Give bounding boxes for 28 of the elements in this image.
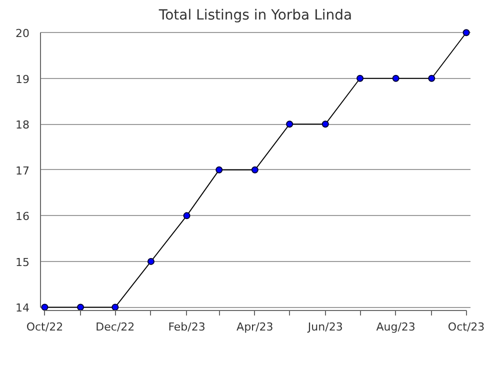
- x-tick-label: Aug/23: [376, 320, 416, 334]
- y-tick-label: 20: [16, 27, 30, 40]
- point: [322, 120, 329, 128]
- y-tick-label: 15: [16, 256, 30, 269]
- y-tick-label: 16: [16, 210, 30, 224]
- x-tick-label: Dec/22: [96, 320, 135, 334]
- point: [112, 304, 119, 310]
- point: [392, 74, 400, 82]
- x-tick-label: Feb/23: [168, 320, 206, 334]
- chart-title: Total Listings in Yorba Linda: [158, 8, 352, 24]
- point: [462, 29, 470, 36]
- x-tick-label: Oct/23: [448, 320, 485, 334]
- point: [251, 166, 258, 174]
- y-tick-label: 19: [16, 72, 30, 86]
- point: [147, 258, 154, 265]
- point: [216, 166, 223, 174]
- x-tick-label: Oct/22: [26, 320, 64, 334]
- point: [41, 304, 48, 310]
- y-tick-label: 14: [16, 302, 30, 315]
- y-tick-label: 17: [16, 164, 30, 178]
- point: [286, 120, 294, 128]
- point: [77, 304, 84, 310]
- x-tick-label: Apr/23: [236, 320, 274, 334]
- point: [428, 74, 436, 82]
- y-tick-label: 18: [16, 118, 30, 132]
- point: [356, 74, 364, 82]
- point: [183, 212, 190, 220]
- x-tick-label: Jun/23: [306, 320, 343, 334]
